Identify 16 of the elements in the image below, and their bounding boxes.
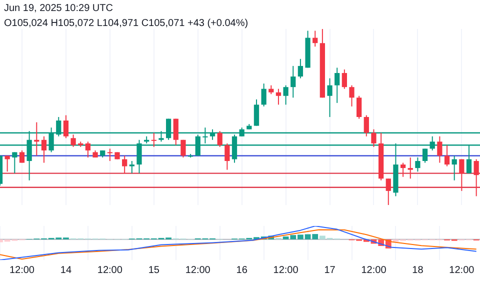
x-tick-label: 12:00	[9, 264, 35, 276]
text: Jun 19, 2025 10:29 UTC	[4, 3, 113, 14]
x-tick-label: 12:00	[185, 264, 211, 276]
candlestick	[408, 157, 413, 179]
x-tick-label: 16	[236, 264, 248, 276]
x-tick-label: 12:00	[273, 264, 299, 276]
x-tick-label: 15	[148, 264, 160, 276]
x-tick-label: 12:00	[449, 264, 475, 276]
x-tick-label: 17	[324, 264, 336, 276]
x-tick-label: 12:00	[97, 264, 123, 276]
candlestick	[151, 132, 156, 147]
x-tick-label: 14	[60, 264, 72, 276]
candlestick	[107, 148, 112, 161]
x-tick-label: 18	[412, 264, 424, 276]
annotation: O105,024 H105,072 L104,971 C105,071 +43 (+0.04%)	[4, 18, 248, 29]
x-tick-label: 12:00	[361, 264, 387, 276]
